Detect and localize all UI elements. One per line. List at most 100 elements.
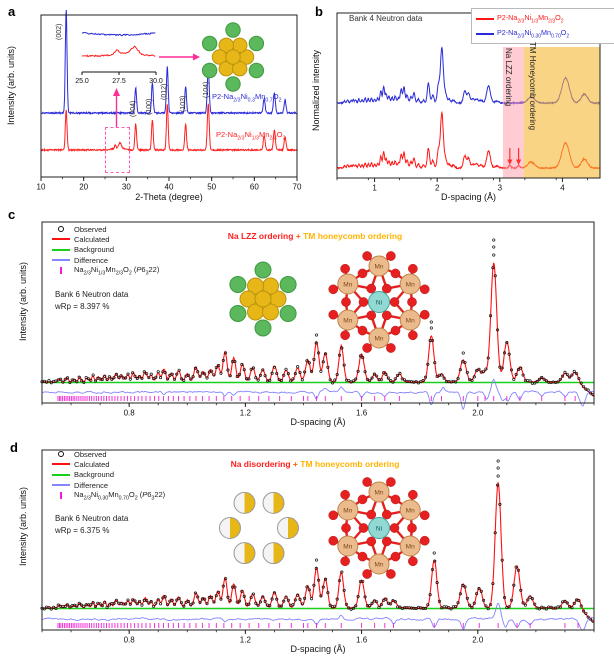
title-part: Na disordering <box>230 459 291 469</box>
oxygen-atom <box>381 283 392 294</box>
oxygen-atom <box>366 283 377 294</box>
mn-atom <box>399 309 421 331</box>
series-label-blue: P2-Na2/3Ni0.3Mn0.7O2 <box>212 92 282 104</box>
difference-line-icon <box>48 484 74 487</box>
x-tick-label: 1 <box>372 184 377 193</box>
oxygen-atom <box>340 263 350 274</box>
reflection-ticks <box>57 396 576 401</box>
na-lzz-band <box>502 47 524 178</box>
oxygen-atom <box>386 477 396 487</box>
legend-label-difference: Difference <box>74 255 109 265</box>
mn-atom-label: Mn <box>374 561 383 568</box>
legend-label-observed: Observed <box>74 224 107 234</box>
x-tick-label: 1.2 <box>240 409 252 418</box>
title-part: TM honeycomb ordering <box>303 231 403 241</box>
oxygen-atom <box>408 489 418 500</box>
panel-b-y-axis-label: Normalized intensity <box>311 50 321 132</box>
mn-atom-label: Mn <box>343 281 352 288</box>
band-label-na-lzz: Na LZZ ordering <box>504 48 513 107</box>
oxygen-atom <box>357 494 368 505</box>
x-axis: 10 20 30 40 50 60 70 <box>37 177 302 192</box>
na-atom-yellow <box>225 49 241 65</box>
mn-atom <box>368 553 390 575</box>
peak-index-label: (002) <box>56 24 63 40</box>
na-atom-green <box>201 62 218 79</box>
tm-honeycomb: Mn Mn Mn Mn Mn Mn Ni <box>328 477 430 579</box>
na-atom-green <box>229 305 247 322</box>
ni-atom-label: Ni <box>376 299 382 306</box>
oxygen-atom <box>407 523 417 533</box>
observed-points <box>40 459 595 623</box>
mn-atom-label: Mn <box>343 317 352 324</box>
panel-d: 0.8 1.2 1.6 2.0 Mn Mn Mn Mn Mn Mn Ni d Intensity (… <box>0 432 614 669</box>
x-tick-label: 60 <box>250 183 259 192</box>
legend-row-difference: Difference <box>48 255 159 265</box>
peak-index-label: (004) <box>130 101 137 117</box>
plot-frame <box>336 12 601 179</box>
na-atom-green <box>225 76 241 92</box>
mn-atom <box>337 499 359 521</box>
panel-d-legend: Observed Calculated Background Differenc… <box>48 449 166 502</box>
reflection-ticks <box>57 623 579 628</box>
na-atom-yellow <box>232 60 248 77</box>
legend-row-phase: Na2/3Ni0.30Mn0.70O2 (P6322) <box>48 489 166 502</box>
peak-index-label: (100) <box>146 99 153 115</box>
legend-row-calculated: Calculated <box>48 459 165 469</box>
oxygen-atom <box>407 297 417 307</box>
oxygen-atom <box>408 556 418 567</box>
panel-c-refinement-info: Bank 6 Neutron data wRp = 8.397 % <box>55 289 128 313</box>
peak-index-label: (103) <box>180 96 187 112</box>
na-lzz-cluster <box>201 22 265 92</box>
mn-atom-label: Mn <box>343 507 352 514</box>
oxygen-atom <box>357 325 368 336</box>
x-tick-label: 30 <box>122 183 131 192</box>
oxygen-atom <box>386 569 396 579</box>
x-tick-label: 1.6 <box>356 636 368 645</box>
legend-label-phase: Na2/3Ni1/3Mn2/3O2 (P6322) <box>74 264 160 277</box>
oxygen-atom <box>381 536 392 547</box>
panel-d-plot-svg: 0.8 1.2 1.6 2.0 Mn Mn Mn Mn Mn Mn Ni <box>40 449 595 645</box>
na-atom-green <box>248 62 265 79</box>
inset-tick-label: 25.0 <box>75 78 89 85</box>
background-line-icon <box>48 248 74 251</box>
legend-label-calculated: Calculated <box>74 459 110 469</box>
wrp-text: wRp = 8.397 % <box>55 302 110 311</box>
na-lzz-cluster <box>229 261 297 337</box>
legend-row-observed: Observed <box>48 449 165 459</box>
oxygen-atom <box>340 556 350 567</box>
panel-d-refinement-info: Bank 6 Neutron data wRp = 6.375 % <box>55 513 128 537</box>
x-tick-label: 2.0 <box>472 409 484 418</box>
x-tick-label: 1.2 <box>240 636 252 645</box>
difference-curve <box>41 602 594 631</box>
tm-honeycomb: Mn Mn Mn Mn Mn Mn Ni <box>328 251 430 353</box>
inset-curve-blue <box>81 31 156 37</box>
title-part: Na LZZ ordering <box>227 231 294 241</box>
panel-c-x-axis-label: D-spacing (Å) <box>290 417 346 427</box>
plot-frame <box>41 449 595 631</box>
bank-text: Bank 6 Neutron data <box>55 290 129 299</box>
bank-text: Bank 6 Neutron data <box>55 514 129 523</box>
x-axis: 1 2 3 4 <box>336 178 588 193</box>
panel-a-label: a <box>8 4 16 19</box>
legend-label-phase: Na2/3Ni0.30Mn0.70O2 (P6322) <box>74 489 166 502</box>
x-tick-label: 10 <box>37 183 46 192</box>
oxygen-atom <box>366 509 377 520</box>
oxygen-atom <box>419 510 430 521</box>
legend-formula-blue: P2-Na2/3Ni0.30Mn0.70O2 <box>497 27 570 40</box>
oxygen-atom <box>328 309 339 320</box>
panel-b-label: b <box>315 4 323 19</box>
oxygen-atom <box>341 297 351 307</box>
x-tick-label: 50 <box>207 183 216 192</box>
oxygen-atom <box>357 268 368 279</box>
oxygen-atom <box>357 551 368 562</box>
wrp-text: wRp = 6.375 % <box>55 526 110 535</box>
ni-atom <box>368 517 390 539</box>
panel-c-legend: Observed Calculated Background Differenc… <box>48 224 160 277</box>
mn-atom-label: Mn <box>374 263 383 270</box>
plot-frame <box>41 221 595 404</box>
oxygen-atom <box>366 310 377 321</box>
observed-marker-icon <box>48 226 74 233</box>
legend-row-phase: Na2/3Ni1/3Mn2/3O2 (P6322) <box>48 264 160 277</box>
oxygen-atom <box>389 297 400 307</box>
zoom-arrows <box>113 53 200 127</box>
